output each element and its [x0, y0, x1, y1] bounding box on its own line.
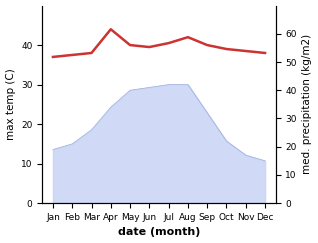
Y-axis label: max temp (C): max temp (C) — [5, 69, 16, 140]
X-axis label: date (month): date (month) — [118, 227, 200, 237]
Y-axis label: med. precipitation (kg/m2): med. precipitation (kg/m2) — [302, 34, 313, 174]
